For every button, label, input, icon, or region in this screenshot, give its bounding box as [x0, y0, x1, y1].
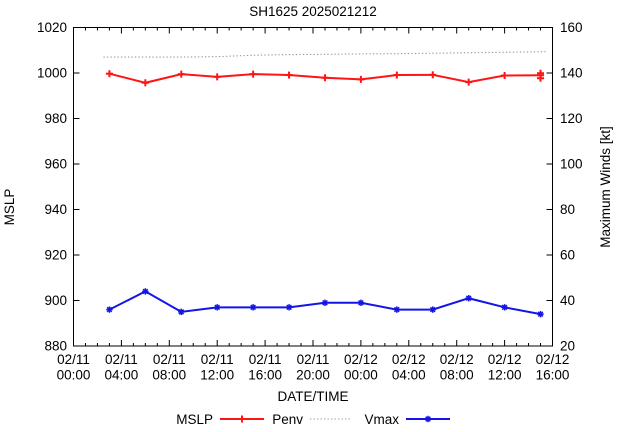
asterisk-marker [358, 299, 364, 306]
y-left-tick-label: 1020 [37, 20, 67, 35]
y-left-tick-label: 880 [44, 339, 67, 354]
x-tick-label: 02/12 12:00 [488, 352, 522, 383]
y-left-tick-label: 960 [44, 157, 67, 172]
y-left-tick-label: 900 [44, 293, 67, 308]
x-tick-label: 02/11 00:00 [57, 352, 91, 383]
y-left-tick-label: 980 [44, 111, 67, 126]
asterisk-marker [214, 304, 221, 311]
series-mslp-line [105, 69, 545, 87]
x-tick-label: 02/11 16:00 [248, 352, 282, 383]
chart-title: SH1625 2025021212 [249, 4, 377, 19]
series-penv-line [103, 51, 547, 58]
asterisk-marker [322, 299, 328, 306]
y-axis-left-title: MSLP [2, 189, 17, 226]
x-tick-label: 02/12 00:00 [344, 352, 378, 383]
asterisk-marker [286, 304, 292, 311]
y-right-tick-label: 100 [560, 157, 583, 172]
legend-label-mslp: MSLP [176, 412, 213, 427]
x-tick-label: 02/11 20:00 [296, 352, 330, 383]
x-tick-label: 02/12 08:00 [440, 352, 474, 383]
y-axis-ticks [73, 27, 553, 347]
chart-legend: MSLP Penv Vmax [176, 412, 450, 427]
asterisk-marker [250, 304, 256, 311]
y-right-tick-label: 20 [560, 339, 575, 354]
asterisk-marker [178, 309, 185, 315]
y-axis-left-tick-labels: 880 900 920 940 960 980 1000 1020 [37, 20, 67, 354]
asterisk-marker [465, 295, 472, 302]
y-left-tick-label: 920 [44, 248, 67, 263]
y-right-tick-label: 80 [560, 202, 575, 217]
x-axis-tick-labels: 02/11 00:00 02/11 04:00 02/11 08:00 02/11 12:00… [57, 352, 570, 383]
asterisk-marker [106, 306, 113, 313]
asterisk-marker [429, 306, 436, 313]
x-axis-ticks [73, 27, 553, 346]
y-right-tick-label: 120 [560, 111, 583, 126]
y-right-tick-label: 40 [560, 293, 575, 308]
x-tick-label: 02/11 12:00 [200, 352, 234, 383]
asterisk-marker [501, 304, 508, 311]
x-axis-title: DATE/TIME [277, 389, 348, 404]
x-tick-label: 02/11 04:00 [105, 352, 139, 383]
asterisk-marker [393, 306, 400, 313]
y-axis-right-tick-labels: 20 40 60 80 100 120 140 160 [560, 20, 583, 354]
plot-frame [73, 27, 553, 347]
y-right-tick-label: 140 [560, 66, 583, 81]
asterisk-marker [142, 288, 149, 295]
y-left-tick-label: 940 [44, 202, 67, 217]
penv-polyline [103, 51, 547, 58]
y-right-tick-label: 160 [560, 20, 583, 35]
y-axis-right-title: Maximum Winds [kt] [598, 126, 613, 248]
y-left-tick-label: 1000 [37, 66, 67, 81]
x-tick-label: 02/12 04:00 [392, 352, 426, 383]
x-tick-label: 02/12 16:00 [536, 352, 570, 383]
series-vmax-line [106, 288, 544, 318]
plot-border [73, 27, 553, 347]
asterisk-marker [425, 416, 431, 422]
legend-label-penv: Penv [272, 412, 303, 427]
y-right-tick-label: 60 [560, 248, 575, 263]
x-tick-label: 02/11 08:00 [152, 352, 186, 383]
asterisk-marker [537, 311, 544, 317]
legend-label-vmax: Vmax [364, 412, 399, 427]
